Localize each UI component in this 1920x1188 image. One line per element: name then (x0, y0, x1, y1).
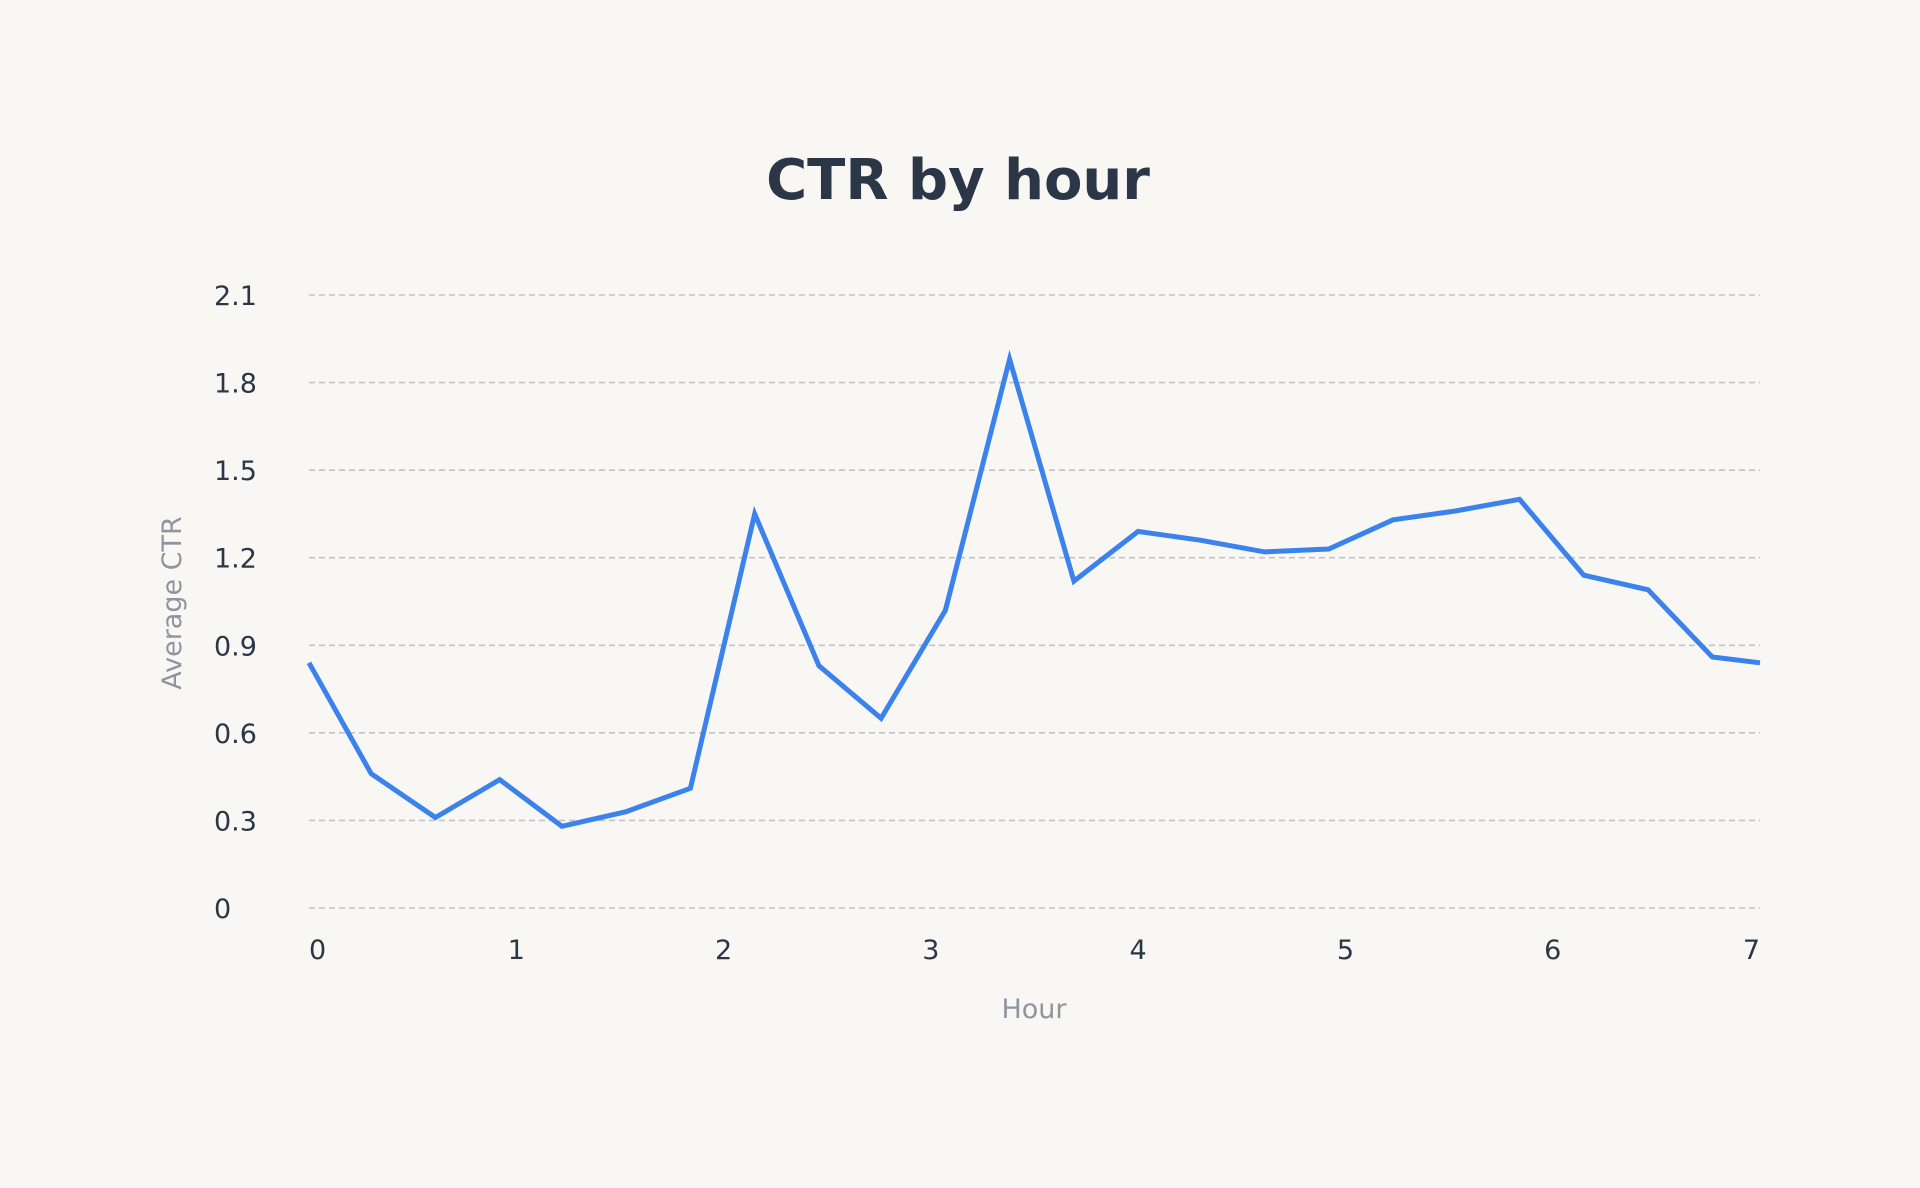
series-layer (306, 349, 1761, 829)
x-tick-label: 7 (1743, 935, 1760, 966)
y-tick-label: 1.2 (214, 544, 257, 575)
x-tick-label: 5 (1337, 935, 1354, 966)
x-tick-label: 6 (1544, 935, 1561, 966)
y-tick-label: 0.9 (214, 631, 257, 662)
y-tick-label: 2.1 (214, 281, 257, 312)
series-line (306, 349, 1761, 829)
y-tick-label: 0 (214, 894, 231, 925)
x-tick-label: 1 (508, 935, 525, 966)
chart-title: CTR by hour (766, 148, 1150, 213)
y-tick-label: 0.3 (214, 806, 257, 837)
y-tick-label: 0.6 (214, 719, 257, 750)
x-axis-label: Hour (1001, 994, 1067, 1025)
x-tick-label: 4 (1130, 935, 1147, 966)
x-tick-label: 0 (309, 935, 326, 966)
grid-lines (309, 294, 1760, 909)
x-tick-label: 3 (922, 935, 939, 966)
x-axis-ticks: 0 1 2 3 4 5 6 7 (309, 935, 1760, 966)
y-tick-label: 1.5 (214, 456, 257, 487)
y-axis-ticks: 0 0.3 0.6 0.9 1.2 1.5 1.8 2.1 (214, 281, 257, 925)
y-tick-label: 1.8 (214, 369, 257, 400)
y-axis-label: Average CTR (157, 516, 188, 690)
x-tick-label: 2 (715, 935, 732, 966)
